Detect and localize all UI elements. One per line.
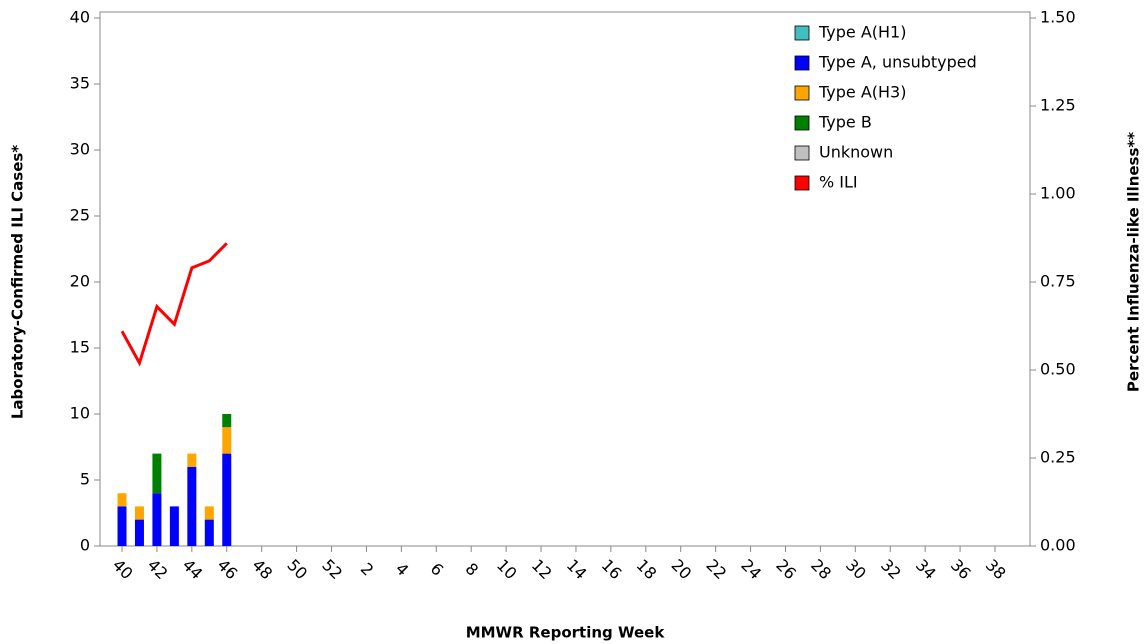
y2-axis-title: Percent Influenza-like Illness**	[1125, 132, 1143, 392]
x-tick-label: 48	[248, 555, 276, 583]
legend-swatch	[794, 25, 810, 41]
x-tick-label: 14	[563, 555, 591, 583]
bar-segment	[222, 427, 232, 454]
x-tick-label: 32	[877, 555, 905, 583]
x-tick-label: 46	[214, 555, 242, 583]
x-tick-label: 26	[772, 555, 800, 583]
y2-tick-label: 0.75	[1040, 272, 1076, 291]
x-tick-label: 10	[493, 555, 521, 583]
y2-tick-label: 0.25	[1040, 448, 1076, 467]
y2-tick-label: 0.50	[1040, 360, 1076, 379]
bar-segment	[117, 506, 127, 546]
x-tick-label: 22	[702, 555, 730, 583]
x-tick-label: 8	[462, 559, 483, 580]
x-tick-label: 44	[179, 555, 207, 583]
bar-segment	[117, 493, 127, 507]
legend-label: Type A, unsubtyped	[818, 53, 977, 72]
legend-label: % ILI	[819, 173, 858, 192]
y2-tick-label: 1.50	[1040, 8, 1076, 27]
x-tick-label: 20	[668, 555, 696, 583]
legend-label: Type A(H3)	[818, 83, 906, 102]
y-axis-title: Laboratory-Confirmed ILI Cases*	[9, 145, 27, 419]
legend-label: Type B	[818, 113, 872, 132]
y-tick-label: 25	[70, 206, 90, 225]
x-tick-label: 40	[109, 555, 137, 583]
y-tick-label: 15	[70, 338, 90, 357]
bar-segment	[222, 453, 232, 546]
bar-segment	[134, 519, 144, 546]
bar-segment	[222, 414, 232, 428]
x-tick-label: 16	[598, 555, 626, 583]
y-tick-label: 5	[80, 470, 90, 489]
x-tick-label: 2	[357, 559, 378, 580]
y2-tick-label: 0.00	[1040, 536, 1076, 555]
legend-swatch	[794, 145, 810, 161]
line-series	[120, 242, 228, 367]
bar-segment	[152, 453, 162, 494]
bar-segment	[152, 493, 162, 546]
x-tick-label: 4	[392, 559, 413, 580]
bar-segment	[204, 506, 214, 520]
x-tick-label: 34	[912, 555, 940, 583]
bar-segment	[134, 506, 144, 520]
x-tick-label: 38	[982, 555, 1010, 583]
y2-tick-label: 1.25	[1040, 96, 1076, 115]
plot-frame	[99, 11, 1031, 547]
legend-label: Unknown	[819, 143, 893, 162]
legend-label: Type A(H1)	[818, 23, 906, 42]
x-tick-label: 18	[633, 555, 661, 583]
legend-swatch	[794, 175, 810, 191]
bar-segment	[169, 506, 179, 546]
x-tick-label: 24	[737, 555, 765, 583]
y-tick-label: 40	[70, 8, 90, 27]
legend-swatch	[794, 115, 810, 131]
bar-segment	[204, 519, 214, 546]
y-tick-label: 20	[70, 272, 90, 291]
x-tick-label: 30	[842, 555, 870, 583]
x-axis-title: MMWR Reporting Week	[466, 624, 666, 642]
x-tick-label: 36	[947, 555, 975, 583]
x-tick-label: 6	[427, 559, 448, 580]
y-tick-label: 10	[70, 404, 90, 423]
y-tick-label: 35	[70, 74, 90, 93]
x-tick-label: 42	[144, 555, 172, 583]
bar-segment	[187, 453, 197, 467]
legend-swatch	[794, 85, 810, 101]
legend-swatch	[794, 55, 810, 71]
x-tick-label: 12	[528, 555, 556, 583]
x-tick-label: 50	[283, 555, 311, 583]
y-tick-label: 0	[80, 536, 90, 555]
x-tick-label: 52	[318, 555, 346, 583]
bar-segment	[187, 466, 197, 546]
x-tick-label: 28	[807, 555, 835, 583]
y-tick-label: 30	[70, 140, 90, 159]
y2-tick-label: 1.00	[1040, 184, 1076, 203]
